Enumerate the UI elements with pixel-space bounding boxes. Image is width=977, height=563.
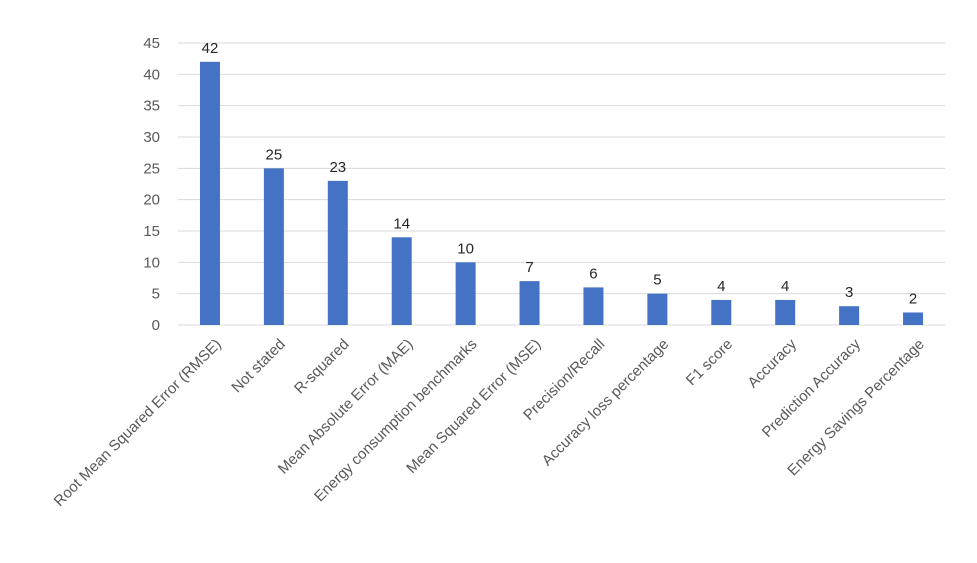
data-label: 42 <box>202 40 219 57</box>
y-tick-label: 5 <box>152 286 160 303</box>
y-tick-label: 35 <box>143 98 160 115</box>
x-tick-label: Not stated <box>228 336 288 396</box>
y-tick-label: 45 <box>143 35 160 52</box>
bar <box>263 168 284 325</box>
data-label: 4 <box>717 278 725 295</box>
bar <box>775 299 796 325</box>
bar <box>455 262 476 325</box>
y-tick-label: 10 <box>143 254 160 271</box>
data-label: 7 <box>525 259 533 276</box>
x-tick-label: F1 score <box>683 336 736 389</box>
x-tick-label: Accuracy loss percentage <box>539 336 672 469</box>
data-label: 2 <box>909 290 917 307</box>
y-tick-label: 25 <box>143 160 160 177</box>
x-tick-label: Accuracy <box>744 335 800 391</box>
bar <box>391 237 412 325</box>
bar <box>711 299 732 325</box>
x-tick-label: R-squared <box>291 336 353 398</box>
x-tick-label: Mean Absolute Error (MAE) <box>275 336 417 478</box>
data-label: 10 <box>457 240 474 257</box>
y-tick-label: 40 <box>143 66 160 83</box>
data-label: 23 <box>329 159 346 176</box>
data-label: 25 <box>266 146 283 163</box>
bar <box>519 281 540 325</box>
bar <box>647 293 668 325</box>
x-tick-label: Energy Savings Percentage <box>784 336 928 480</box>
data-label: 14 <box>393 215 410 232</box>
data-label: 3 <box>845 284 853 301</box>
x-tick-label: Root Mean Squared Error (RMSE) <box>51 336 225 510</box>
bar <box>583 287 604 325</box>
x-tick-label: Mean Squared Error (MSE) <box>403 336 544 477</box>
bar <box>839 306 860 325</box>
y-tick-label: 15 <box>143 223 160 240</box>
data-label: 5 <box>653 272 661 289</box>
data-label: 4 <box>781 278 789 295</box>
bar <box>199 61 220 326</box>
y-tick-label: 20 <box>143 192 160 209</box>
y-tick-label: 30 <box>143 129 160 146</box>
y-tick-label: 0 <box>152 317 160 334</box>
bar <box>903 312 924 325</box>
data-label: 6 <box>589 265 597 282</box>
bar <box>327 180 348 325</box>
